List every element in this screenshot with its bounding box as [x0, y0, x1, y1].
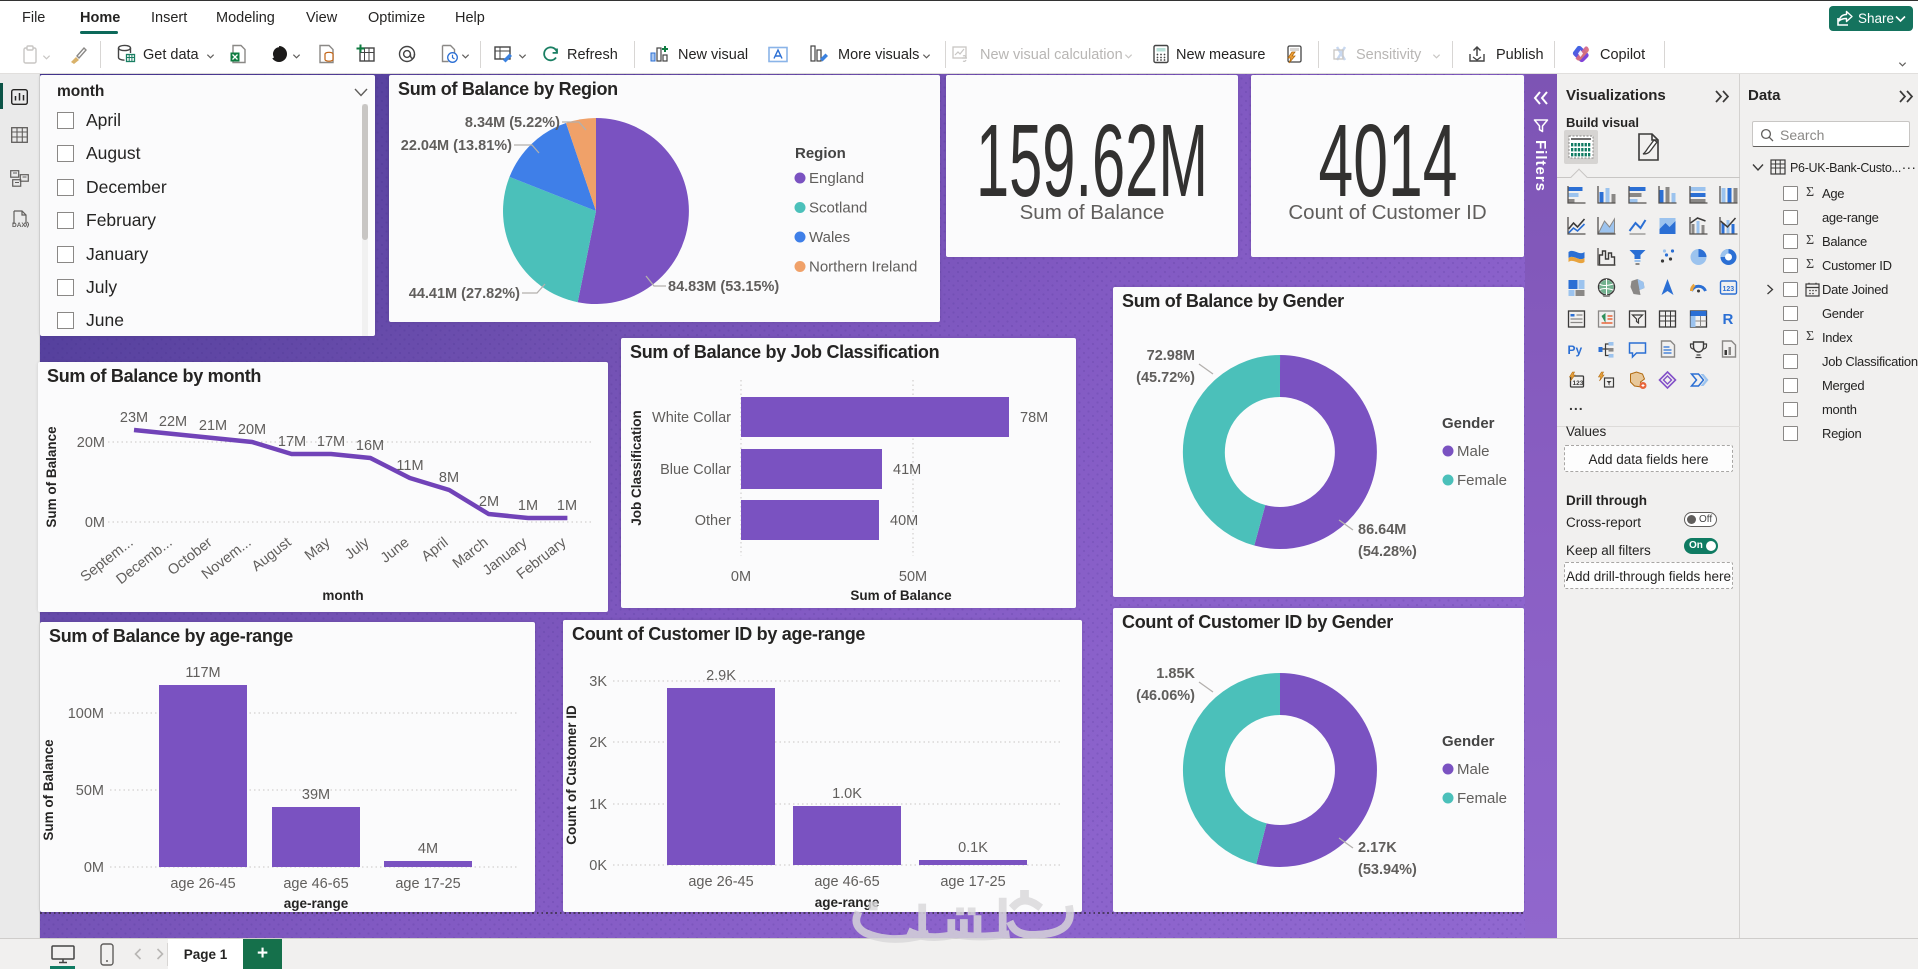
svg-text:4014: 4014: [1319, 103, 1458, 218]
svg-text:159.62M: 159.62M: [976, 103, 1208, 218]
svg-text:40M: 40M: [890, 513, 918, 529]
svg-text:age 46-65: age 46-65: [283, 876, 348, 892]
svg-text:age 46-65: age 46-65: [814, 874, 879, 890]
svg-text:1.85K: 1.85K: [1156, 666, 1195, 682]
svg-text:0K: 0K: [589, 858, 607, 874]
svg-text:Sum of Balance: Sum of Balance: [850, 588, 952, 603]
svg-text:Male: Male: [1457, 761, 1490, 778]
svg-text:2.9K: 2.9K: [706, 668, 736, 684]
svg-text:123: 123: [1573, 380, 1584, 387]
svg-text:age 17-25: age 17-25: [395, 876, 460, 892]
svg-text:2K: 2K: [589, 735, 607, 751]
svg-text:May: May: [302, 534, 334, 564]
svg-text:Gender: Gender: [1442, 415, 1495, 432]
svg-text:8.34M (5.22%): 8.34M (5.22%): [465, 115, 560, 131]
svg-text:Male: Male: [1457, 443, 1490, 460]
svg-text:50M: 50M: [899, 569, 927, 585]
svg-text:Northern Ireland: Northern Ireland: [809, 259, 917, 276]
svg-text:72.98M: 72.98M: [1147, 348, 1195, 364]
svg-text:DAX: DAX: [12, 222, 26, 229]
svg-text:22M: 22M: [159, 414, 187, 430]
svg-text:(54.28%): (54.28%): [1358, 544, 1417, 560]
svg-text:21M: 21M: [199, 418, 227, 434]
svg-text:0M: 0M: [84, 860, 104, 876]
svg-text:17M: 17M: [278, 434, 306, 450]
svg-text:39M: 39M: [302, 787, 330, 803]
svg-text:0M: 0M: [731, 569, 751, 585]
svg-text:July: July: [342, 534, 373, 563]
svg-text:23M: 23M: [120, 410, 148, 426]
svg-text:Other: Other: [695, 513, 731, 529]
svg-text:1.0K: 1.0K: [832, 786, 862, 802]
svg-text:1M: 1M: [518, 498, 538, 514]
svg-text:86.64M: 86.64M: [1358, 522, 1406, 538]
svg-text:White Collar: White Collar: [652, 410, 731, 426]
svg-text:Gender: Gender: [1442, 733, 1495, 750]
svg-text:100M: 100M: [68, 706, 104, 722]
svg-text:22.04M (13.81%): 22.04M (13.81%): [401, 138, 512, 154]
svg-text:41M: 41M: [893, 462, 921, 478]
svg-text:Blue Collar: Blue Collar: [660, 462, 731, 478]
svg-text:Sum of Balance: Sum of Balance: [41, 739, 56, 841]
svg-text:England: England: [809, 170, 864, 187]
svg-text:age 17-25: age 17-25: [940, 874, 1005, 890]
svg-text:20M: 20M: [238, 422, 266, 438]
svg-text:16M: 16M: [356, 438, 384, 454]
svg-text:age-range: age-range: [284, 896, 349, 911]
svg-text:Py: Py: [1568, 343, 1583, 357]
svg-text:Scotland: Scotland: [809, 200, 867, 217]
svg-text:Wales: Wales: [809, 229, 850, 246]
svg-text:11M: 11M: [396, 458, 423, 474]
svg-text:month: month: [322, 588, 363, 603]
svg-text:50M: 50M: [76, 783, 104, 799]
svg-text:20M: 20M: [77, 435, 105, 451]
svg-text:117M: 117M: [185, 665, 220, 681]
svg-text:44.41M (27.82%): 44.41M (27.82%): [409, 286, 520, 302]
svg-text:(46.06%): (46.06%): [1136, 688, 1195, 704]
svg-text:Count of Customer ID: Count of Customer ID: [564, 705, 579, 845]
svg-text:Job Classification: Job Classification: [629, 410, 644, 526]
svg-text:8M: 8M: [439, 470, 459, 486]
svg-text:age 26-45: age 26-45: [688, 874, 753, 890]
svg-text:2M: 2M: [479, 494, 499, 510]
svg-text:April: April: [419, 535, 452, 565]
svg-text:August: August: [249, 535, 294, 575]
svg-text:Female: Female: [1457, 790, 1507, 807]
svg-text:0.1K: 0.1K: [958, 840, 988, 856]
svg-text:4M: 4M: [418, 841, 438, 857]
svg-text:R: R: [1723, 311, 1734, 328]
svg-text:age-range: age-range: [815, 895, 880, 910]
svg-text:78M: 78M: [1020, 410, 1048, 426]
svg-text:17M: 17M: [317, 434, 345, 450]
svg-text:(45.72%): (45.72%): [1136, 370, 1195, 386]
svg-text:Female: Female: [1457, 472, 1507, 489]
svg-text:123: 123: [1723, 286, 1735, 293]
svg-text:2.17K: 2.17K: [1358, 840, 1397, 856]
svg-text:Sum of Balance: Sum of Balance: [44, 426, 59, 528]
svg-text:Region: Region: [795, 145, 846, 162]
svg-text:June: June: [378, 535, 413, 567]
svg-text:1M: 1M: [557, 498, 577, 514]
svg-text:0M: 0M: [85, 515, 105, 531]
svg-text:84.83M (53.15%): 84.83M (53.15%): [668, 279, 779, 295]
svg-text:1K: 1K: [589, 797, 607, 813]
svg-text:3K: 3K: [589, 674, 607, 690]
svg-text:(53.94%): (53.94%): [1358, 862, 1417, 878]
svg-text:age 26-45: age 26-45: [170, 876, 235, 892]
